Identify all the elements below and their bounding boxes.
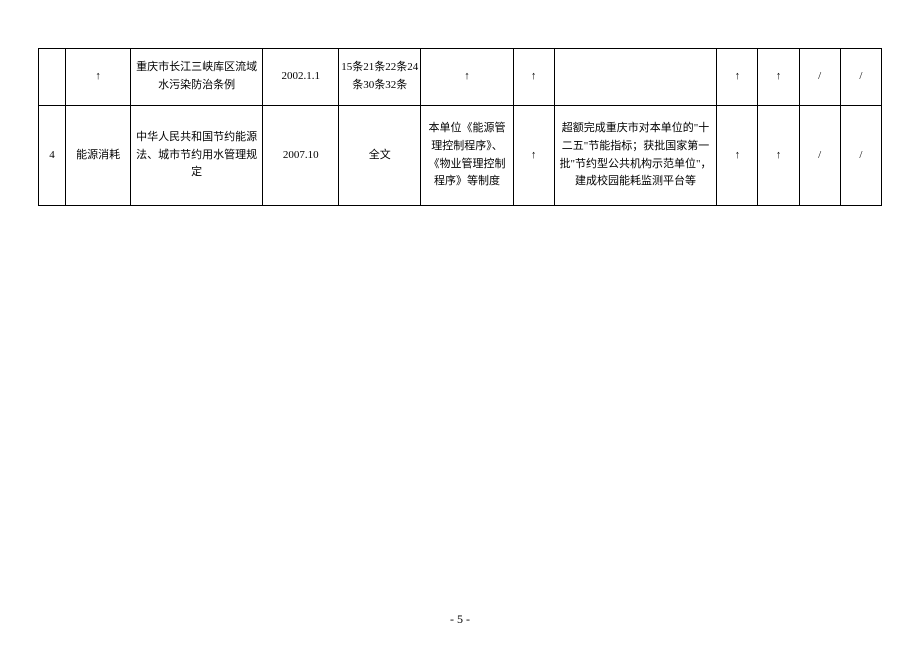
table-row: 4能源消耗中华人民共和国节约能源法、城市节约用水管理规定2007.10全文本单位… xyxy=(39,106,882,206)
table-cell: ↑ xyxy=(717,106,758,206)
table-cell: 重庆市长江三峡库区流域水污染防治条例 xyxy=(131,49,263,106)
table-container: ↑重庆市长江三峡库区流域水污染防治条例2002.1.115条21条22条24条3… xyxy=(0,0,920,206)
page-number: - 5 - xyxy=(450,612,470,626)
table-cell: ↑ xyxy=(421,49,513,106)
page-footer: - 5 - xyxy=(0,612,920,627)
table-cell: 2002.1.1 xyxy=(263,49,339,106)
table-cell: ↑ xyxy=(513,49,554,106)
table-cell: 能源消耗 xyxy=(66,106,131,206)
table-cell xyxy=(554,49,717,106)
table-cell: 超额完成重庆市对本单位的"十二五"节能指标；获批国家第一批"节约型公共机构示范单… xyxy=(554,106,717,206)
table-cell: / xyxy=(840,106,881,206)
table-cell: / xyxy=(840,49,881,106)
compliance-table: ↑重庆市长江三峡库区流域水污染防治条例2002.1.115条21条22条24条3… xyxy=(38,48,882,206)
table-cell: 中华人民共和国节约能源法、城市节约用水管理规定 xyxy=(131,106,263,206)
table-cell: 15条21条22条24条30条32条 xyxy=(339,49,421,106)
table-cell: / xyxy=(799,106,840,206)
table-cell: 本单位《能源管理控制程序》、《物业管理控制程序》等制度 xyxy=(421,106,513,206)
table-cell: ↑ xyxy=(717,49,758,106)
table-cell: 全文 xyxy=(339,106,421,206)
table-cell: 2007.10 xyxy=(263,106,339,206)
table-cell: / xyxy=(799,49,840,106)
table-row: ↑重庆市长江三峡库区流域水污染防治条例2002.1.115条21条22条24条3… xyxy=(39,49,882,106)
table-cell: ↑ xyxy=(66,49,131,106)
table-cell: 4 xyxy=(39,106,66,206)
table-cell: ↑ xyxy=(758,49,799,106)
table-cell: ↑ xyxy=(758,106,799,206)
table-cell xyxy=(39,49,66,106)
table-body: ↑重庆市长江三峡库区流域水污染防治条例2002.1.115条21条22条24条3… xyxy=(39,49,882,206)
table-cell: ↑ xyxy=(513,106,554,206)
